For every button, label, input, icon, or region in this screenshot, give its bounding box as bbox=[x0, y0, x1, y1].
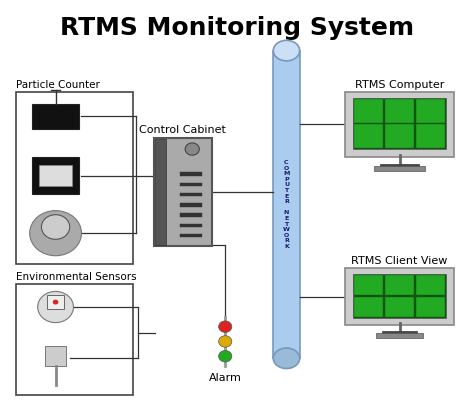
FancyBboxPatch shape bbox=[47, 295, 64, 309]
FancyBboxPatch shape bbox=[385, 275, 414, 295]
FancyBboxPatch shape bbox=[181, 214, 201, 217]
FancyBboxPatch shape bbox=[181, 183, 201, 186]
Text: RTMS Computer: RTMS Computer bbox=[355, 80, 444, 90]
Circle shape bbox=[53, 299, 58, 304]
FancyBboxPatch shape bbox=[273, 51, 300, 358]
FancyBboxPatch shape bbox=[354, 274, 446, 318]
FancyBboxPatch shape bbox=[32, 104, 79, 128]
FancyBboxPatch shape bbox=[181, 193, 201, 196]
Circle shape bbox=[41, 215, 70, 239]
Circle shape bbox=[37, 292, 73, 323]
FancyBboxPatch shape bbox=[181, 234, 201, 237]
Circle shape bbox=[219, 336, 232, 347]
Ellipse shape bbox=[273, 40, 300, 61]
Text: RTMS Monitoring System: RTMS Monitoring System bbox=[60, 16, 414, 40]
Text: C
O
M
P
U
T
E
R
 
N
E
T
W
O
R
K: C O M P U T E R N E T W O R K bbox=[283, 160, 290, 249]
FancyBboxPatch shape bbox=[355, 297, 383, 317]
Circle shape bbox=[185, 143, 199, 155]
Text: Particle Counter: Particle Counter bbox=[16, 80, 100, 90]
Text: RTMS Client View: RTMS Client View bbox=[351, 256, 448, 266]
FancyBboxPatch shape bbox=[39, 166, 72, 186]
FancyBboxPatch shape bbox=[385, 99, 414, 123]
FancyBboxPatch shape bbox=[154, 138, 212, 246]
FancyBboxPatch shape bbox=[355, 99, 383, 123]
FancyBboxPatch shape bbox=[181, 173, 201, 176]
FancyBboxPatch shape bbox=[354, 98, 446, 149]
FancyBboxPatch shape bbox=[346, 268, 454, 325]
Circle shape bbox=[30, 211, 82, 256]
FancyBboxPatch shape bbox=[355, 124, 383, 148]
Text: Environmental Sensors: Environmental Sensors bbox=[16, 273, 136, 282]
Ellipse shape bbox=[273, 348, 300, 368]
FancyBboxPatch shape bbox=[32, 157, 79, 194]
FancyBboxPatch shape bbox=[385, 124, 414, 148]
FancyBboxPatch shape bbox=[346, 92, 454, 157]
FancyBboxPatch shape bbox=[374, 166, 426, 171]
FancyBboxPatch shape bbox=[416, 124, 445, 148]
FancyBboxPatch shape bbox=[416, 297, 445, 317]
FancyBboxPatch shape bbox=[181, 203, 201, 206]
FancyBboxPatch shape bbox=[155, 139, 166, 245]
FancyBboxPatch shape bbox=[416, 275, 445, 295]
FancyBboxPatch shape bbox=[45, 346, 66, 366]
Text: Control Cabinet: Control Cabinet bbox=[139, 125, 226, 135]
FancyBboxPatch shape bbox=[181, 224, 201, 227]
FancyBboxPatch shape bbox=[385, 297, 414, 317]
Text: Alarm: Alarm bbox=[209, 373, 242, 383]
FancyBboxPatch shape bbox=[416, 99, 445, 123]
Circle shape bbox=[219, 321, 232, 332]
Circle shape bbox=[219, 351, 232, 362]
FancyBboxPatch shape bbox=[376, 333, 423, 338]
FancyBboxPatch shape bbox=[355, 275, 383, 295]
